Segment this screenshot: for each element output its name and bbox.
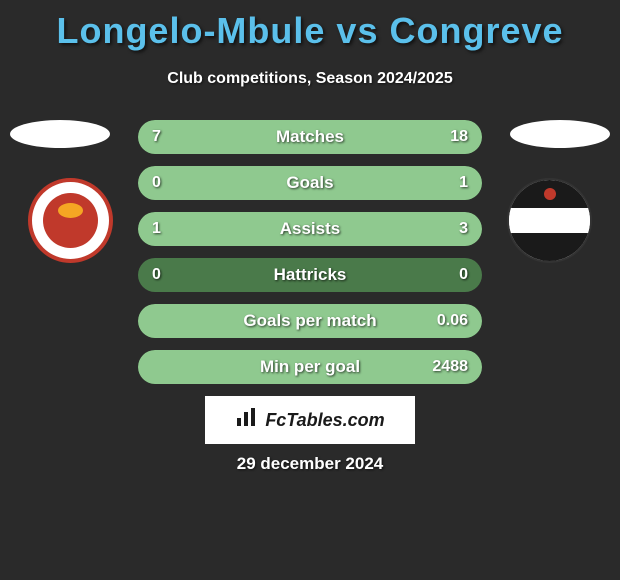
stat-bar-row: Assists1 3 <box>138 212 482 246</box>
stat-label: Goals per match <box>138 304 482 338</box>
stats-bars-container: Matches718Goals01Assists13Hattricks00Goa… <box>138 120 482 396</box>
stat-value-left: 1 <box>152 212 161 246</box>
stat-value-left: 7 <box>152 120 161 154</box>
stat-bar-row: Min per goal2488 <box>138 350 482 384</box>
stat-bar-row: Matches7 18 <box>138 120 482 154</box>
crest-right-mid <box>509 208 590 232</box>
crest-right-bot <box>509 233 590 261</box>
stat-value-right: 18 <box>450 120 468 154</box>
stat-label: Min per goal <box>138 350 482 384</box>
stat-label: Goals <box>138 166 482 200</box>
team-crest-right <box>507 178 592 263</box>
comparison-subtitle: Club competitions, Season 2024/2025 <box>0 70 620 88</box>
comparison-title: Longelo-Mbule vs Congreve <box>0 0 620 52</box>
stat-bar-row: Goals0 1 <box>138 166 482 200</box>
player-right-oval <box>510 120 610 148</box>
team-crest-left <box>28 178 113 263</box>
branding-text: FcTables.com <box>265 410 384 431</box>
stat-label: Assists <box>138 212 482 246</box>
stat-value-right: 1 <box>459 166 468 200</box>
stat-label: Hattricks <box>138 258 482 292</box>
stat-value-right: 0 <box>459 258 468 292</box>
stat-value-right: 3 <box>459 212 468 246</box>
player-left-oval <box>10 120 110 148</box>
stat-bar-row: Hattricks0 0 <box>138 258 482 292</box>
stat-value-left: 0 <box>152 166 161 200</box>
branding-label: FcTables.com <box>205 396 415 444</box>
chart-icon <box>235 406 257 434</box>
stat-bar-row: Goals per match0.06 <box>138 304 482 338</box>
stat-value-right: 2488 <box>432 350 468 384</box>
crest-right-top <box>509 180 590 208</box>
date-label: 29 december 2024 <box>0 454 620 474</box>
stat-value-right: 0.06 <box>437 304 468 338</box>
stat-value-left: 0 <box>152 258 161 292</box>
crest-left-inner <box>43 193 98 248</box>
stat-label: Matches <box>138 120 482 154</box>
